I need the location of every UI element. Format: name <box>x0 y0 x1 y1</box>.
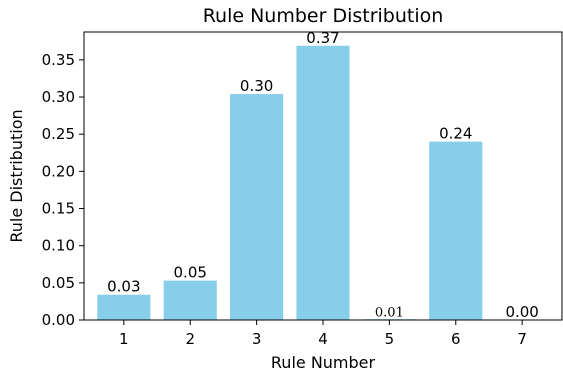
x-tick-label-3: 3 <box>252 330 262 348</box>
y-tick-label-0.35: 0.35 <box>42 51 75 69</box>
bar-rule-4 <box>296 45 350 320</box>
x-tick-label-6: 6 <box>451 330 461 348</box>
x-ticks-group: 1 2 3 4 5 6 7 <box>119 320 527 348</box>
bar-rule-2 <box>163 280 217 320</box>
y-tick-label-0.25: 0.25 <box>42 125 75 143</box>
data-label-rule-6: 0.24 <box>439 125 472 143</box>
y-tick-label-0.30: 0.30 <box>42 88 75 106</box>
bar-rule-3 <box>230 94 284 320</box>
y-axis-label: Rule Distribution <box>7 109 26 242</box>
data-label-rule-5: 0.01 <box>375 305 404 320</box>
data-label-rule-4: 0.37 <box>306 29 339 47</box>
y-tick-label-0.00: 0.00 <box>42 311 75 329</box>
bar-rule-6 <box>429 141 483 320</box>
y-tick-label-0.20: 0.20 <box>42 162 75 180</box>
data-label-rule-1: 0.03 <box>107 278 140 296</box>
x-tick-label-4: 4 <box>318 330 328 348</box>
x-tick-label-1: 1 <box>119 330 129 348</box>
chart-title: Rule Number Distribution <box>203 5 444 27</box>
data-labels-group: 0.03 0.05 0.30 0.37 0.01 0.24 0.00 <box>107 29 539 321</box>
y-ticks-group: 0.00 0.05 0.10 0.15 0.20 0.25 0.30 0.35 <box>42 51 84 329</box>
data-label-rule-2: 0.05 <box>174 264 207 282</box>
data-label-rule-7: 0.00 <box>505 303 538 321</box>
y-tick-label-0.05: 0.05 <box>42 274 75 292</box>
bar-rule-1 <box>97 294 151 320</box>
y-tick-label-0.15: 0.15 <box>42 200 75 218</box>
y-tick-label-0.10: 0.10 <box>42 237 75 255</box>
bars-group <box>97 45 483 320</box>
x-tick-label-7: 7 <box>517 330 527 348</box>
x-tick-label-5: 5 <box>385 330 395 348</box>
data-label-rule-3: 0.30 <box>240 77 273 95</box>
x-axis-label: Rule Number <box>271 353 376 372</box>
x-tick-label-2: 2 <box>185 330 195 348</box>
